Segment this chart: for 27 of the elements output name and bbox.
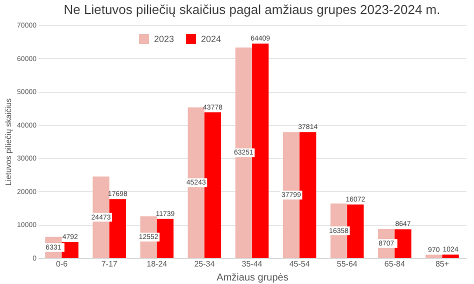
x-tick-label: 45-54: [289, 260, 310, 268]
bar: [252, 44, 269, 258]
chart-title: Ne Lietuvos piliečių skaičius pagal amžiaus grupes 2023-2024 m.: [64, 2, 440, 17]
x-tick-label: 0-6: [56, 260, 68, 268]
bar: [282, 132, 300, 258]
bar: [188, 107, 204, 258]
bar: [204, 112, 222, 258]
bar: [300, 132, 316, 258]
bar: [394, 229, 412, 258]
bar: [92, 176, 110, 258]
bar: [156, 218, 174, 258]
x-tick-label: 7-17: [101, 260, 118, 268]
bar: [347, 204, 364, 258]
x-tick-label: 35-44: [242, 260, 263, 268]
bar: [109, 199, 126, 258]
bar: [426, 254, 442, 258]
bar: [235, 47, 252, 258]
x-axis-title: Amžiaus grupės: [216, 272, 288, 284]
legend-label: 2024: [201, 34, 222, 44]
y-axis-title: Lietuvos piliečių skaičius: [4, 98, 14, 186]
x-tick-label: 85+: [435, 260, 450, 268]
x-tick-label: 65-84: [384, 260, 406, 268]
legend-label: 2023: [154, 34, 174, 44]
x-tick-label: 18-24: [146, 260, 168, 268]
x-tick-label: 25-34: [194, 260, 216, 268]
bar: [442, 254, 459, 258]
x-tick-label: 55-64: [336, 260, 358, 268]
